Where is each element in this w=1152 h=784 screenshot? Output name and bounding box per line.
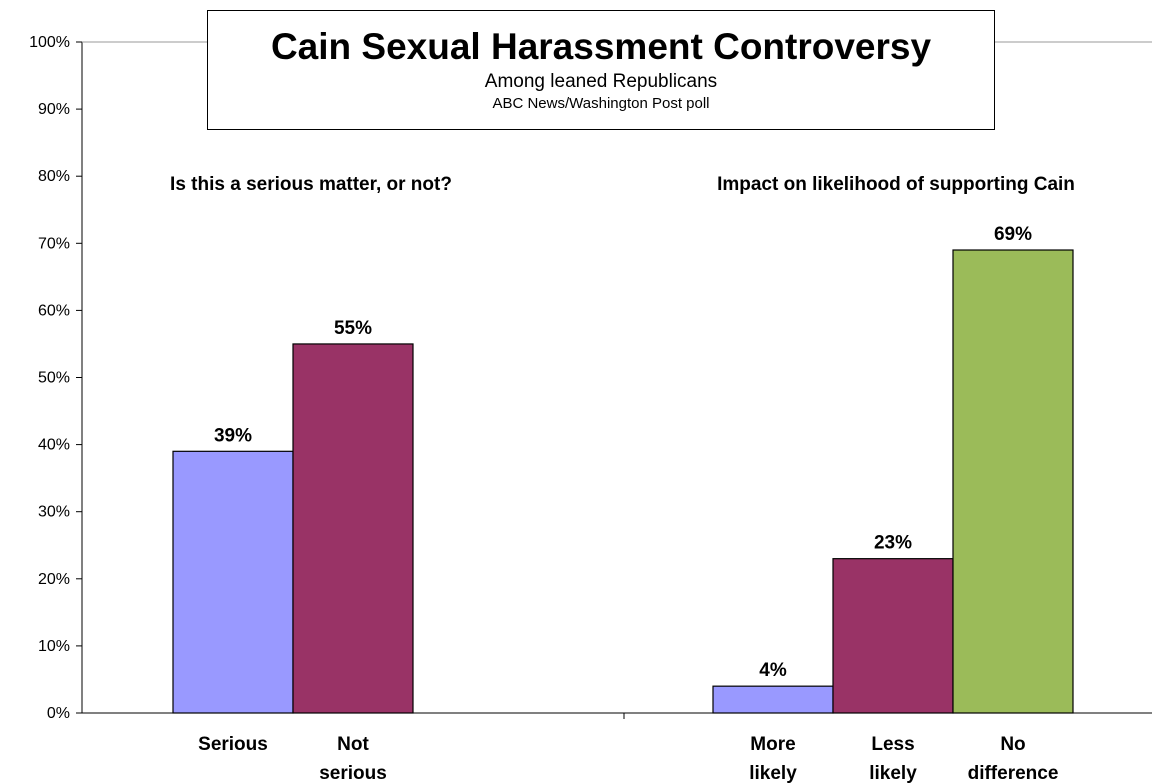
- bar-value-label: 55%: [334, 318, 372, 339]
- y-tick-label: 100%: [29, 34, 70, 51]
- y-tick-label: 80%: [38, 168, 70, 185]
- chart-title: Cain Sexual Harassment Controversy: [270, 26, 932, 67]
- y-tick-label: 60%: [38, 302, 70, 319]
- y-tick-label: 40%: [38, 437, 70, 454]
- category-label-line: likely: [869, 763, 917, 784]
- bar: [952, 249, 1074, 714]
- y-tick-label: 20%: [38, 571, 70, 588]
- category-label-line: Less: [871, 734, 914, 755]
- chart-source: ABC News/Washington Post poll: [492, 95, 710, 112]
- y-tick-label: 0%: [47, 705, 70, 722]
- category-label: More likely: [749, 734, 797, 784]
- bar: [172, 450, 294, 714]
- bar-value-label: 69%: [994, 224, 1032, 245]
- category-label: Less likely: [869, 734, 917, 784]
- category-label-line: difference: [968, 763, 1059, 784]
- bar-value-label: 23%: [874, 533, 912, 554]
- chart-title-box: Cain Sexual Harassment Controversy Among…: [207, 10, 995, 130]
- panel-title: Is this a serious matter, or not?: [170, 174, 452, 195]
- category-label-line: serious: [319, 763, 387, 784]
- category-label: No difference: [968, 734, 1059, 784]
- category-label: Not serious: [319, 734, 387, 784]
- category-label-line: likely: [749, 763, 797, 784]
- chart-subtitle: Among leaned Republicans: [484, 71, 718, 92]
- category-label-line: Serious: [198, 734, 268, 755]
- category-label: Serious: [198, 734, 268, 755]
- category-label-line: Not: [337, 734, 369, 755]
- chart-bars: [172, 249, 1074, 714]
- y-tick-label: 30%: [38, 504, 70, 521]
- panel-title: Impact on likelihood of supporting Cain: [717, 174, 1075, 195]
- bar: [292, 343, 414, 714]
- bar-value-label: 39%: [214, 425, 252, 446]
- category-label-line: No: [1000, 734, 1025, 755]
- chart-labels: Is this a serious matter, or not? 39% Seri…: [170, 174, 1075, 784]
- bar: [832, 558, 954, 714]
- y-tick-label: 90%: [38, 101, 70, 118]
- bar: [712, 685, 834, 714]
- y-tick-label: 10%: [38, 638, 70, 655]
- bar-value-label: 4%: [759, 660, 787, 681]
- y-tick-label: 50%: [38, 370, 70, 387]
- y-tick-label: 70%: [38, 235, 70, 252]
- category-label-line: More: [750, 734, 795, 755]
